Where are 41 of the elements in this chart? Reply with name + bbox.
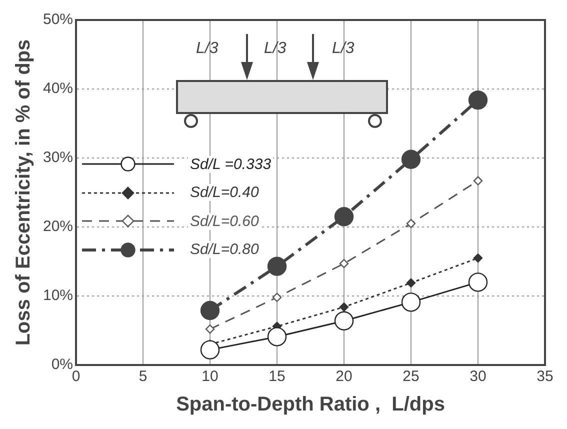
text: Sd/L=0.60: [188, 212, 261, 230]
x-axis-title: Span-to-Depth Ratio , L/dps: [176, 394, 445, 416]
x-tick-label: 0: [72, 368, 80, 386]
point: [339, 302, 349, 312]
point: [272, 292, 282, 302]
x-tick-label: 20: [336, 368, 352, 386]
point: [334, 207, 354, 226]
annotation: L/3: [196, 40, 218, 58]
point: [406, 218, 416, 228]
series-label: Sd/L=0.80: [188, 241, 261, 258]
text: Sd/L=0.40: [188, 184, 261, 202]
point: [200, 340, 220, 360]
x-tick-label: 5: [138, 368, 148, 386]
point: [205, 324, 215, 334]
x-tick-label: 10: [202, 368, 218, 386]
point: [473, 253, 483, 263]
point: [334, 311, 354, 330]
annotation: L/3: [264, 40, 286, 58]
y-tick-label: 10%: [42, 287, 74, 304]
y-tick-label: 30%: [42, 149, 74, 166]
point: [200, 300, 220, 320]
point: [267, 327, 287, 346]
point: [468, 272, 488, 292]
y-tick-label: 20%: [42, 218, 74, 236]
x-tick-label: 25: [402, 368, 420, 386]
point: [468, 90, 488, 110]
annotation: L/3: [332, 40, 354, 58]
y-tick-label: 50%: [42, 11, 74, 28]
point: [339, 258, 349, 268]
text: Sd/L =0.333: [188, 156, 274, 173]
y-tick-label: 40%: [42, 80, 74, 98]
point: [401, 292, 421, 312]
x-tick-label: 35: [536, 368, 554, 386]
x-tick-label: 30: [470, 368, 486, 386]
x-tick-label: 15: [268, 368, 286, 386]
y-axis-title: Loss of Eccentricity, in % of dps: [12, 39, 35, 346]
point: [401, 150, 421, 169]
y-tick-label: 0%: [51, 356, 74, 374]
point: [473, 176, 483, 186]
point: [406, 278, 416, 288]
point: [267, 256, 287, 276]
